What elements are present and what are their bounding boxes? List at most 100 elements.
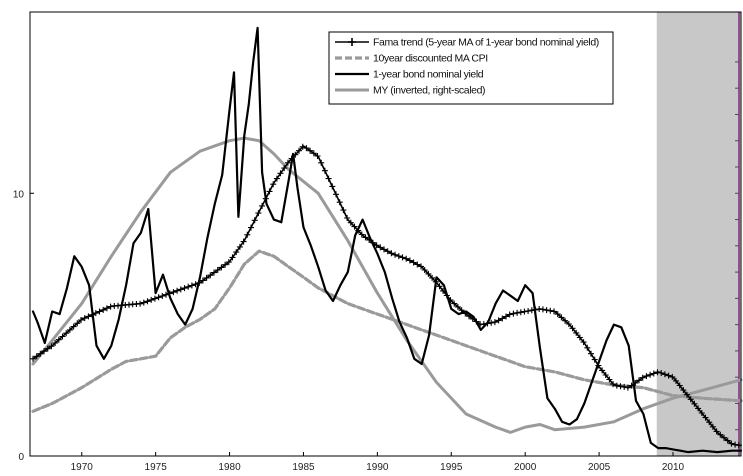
series-marker — [218, 264, 225, 271]
series-marker — [259, 202, 266, 209]
series-marker — [698, 410, 705, 416]
series-marker — [270, 181, 277, 188]
series-marker — [562, 317, 569, 324]
series-marker — [554, 311, 561, 318]
series-marker — [137, 300, 144, 307]
series-marker — [454, 303, 461, 310]
series-line-1 — [31, 249, 743, 413]
x-tick-label: 2000 — [514, 462, 537, 473]
series-marker — [728, 440, 735, 447]
series-marker — [151, 295, 158, 302]
series-marker — [706, 419, 713, 426]
series-marker — [573, 329, 580, 336]
series-marker — [639, 374, 646, 381]
series-marker — [288, 155, 295, 162]
y-tick-label: 10 — [13, 189, 25, 200]
series-marker — [55, 336, 62, 343]
series-marker — [381, 246, 387, 253]
series-marker — [591, 356, 598, 363]
y-tick-label: 0 — [18, 452, 24, 463]
series-marker — [281, 165, 288, 172]
series-marker — [314, 153, 321, 159]
legend-label-2: 1-year bond nominal yield — [373, 69, 484, 81]
series-marker — [565, 321, 572, 327]
series-marker — [588, 350, 594, 357]
series-marker — [244, 231, 251, 238]
series-marker — [458, 307, 465, 314]
series-marker — [148, 296, 155, 303]
series-marker — [732, 441, 739, 448]
series-marker — [599, 367, 606, 374]
series-marker — [528, 307, 535, 314]
series-marker — [159, 293, 166, 299]
series-marker — [329, 183, 336, 190]
series-marker — [66, 326, 73, 333]
series-marker — [399, 254, 406, 261]
series-marker — [543, 307, 550, 314]
series-marker — [517, 309, 524, 316]
series-marker — [521, 308, 528, 315]
series-marker — [144, 298, 151, 305]
series-marker — [59, 333, 66, 340]
series-marker — [484, 320, 491, 327]
series-marker — [676, 382, 683, 389]
series-marker — [366, 237, 373, 243]
series-marker — [621, 383, 628, 390]
series-marker — [547, 307, 554, 314]
x-tick-label: 2010 — [662, 462, 685, 473]
series-marker — [447, 297, 454, 304]
x-tick-label: 2005 — [588, 462, 611, 473]
series-marker — [695, 405, 702, 412]
series-marker — [684, 391, 690, 398]
series-marker — [673, 377, 679, 384]
series-marker — [388, 250, 395, 257]
series-line-3 — [31, 136, 743, 434]
series-marker — [532, 306, 539, 313]
series-marker — [48, 343, 55, 350]
x-tick-label: 1970 — [71, 462, 94, 473]
series-marker — [595, 362, 602, 369]
series-marker — [443, 292, 450, 299]
series-marker — [85, 313, 92, 320]
series-marker — [336, 199, 343, 206]
series-marker — [466, 313, 472, 320]
series-marker — [495, 317, 502, 324]
series-marker — [584, 344, 591, 351]
series-marker — [410, 259, 417, 266]
series-marker — [610, 381, 617, 388]
plot-area-frame — [29, 11, 742, 457]
series-marker — [539, 306, 546, 313]
series-marker — [414, 261, 421, 268]
series-marker — [266, 188, 273, 195]
series-marker — [273, 175, 280, 182]
series-marker — [310, 150, 317, 157]
series-marker — [647, 371, 654, 378]
series-marker — [344, 215, 351, 221]
series-marker — [395, 253, 402, 260]
series-marker — [451, 300, 458, 307]
series-marker — [680, 387, 687, 394]
series-marker — [469, 315, 476, 322]
series-marker — [669, 373, 676, 380]
series-marker — [236, 243, 243, 250]
series-marker — [251, 217, 258, 224]
series-marker — [41, 348, 47, 355]
series-marker — [709, 423, 716, 430]
series-marker — [406, 257, 413, 264]
series-marker — [347, 219, 354, 226]
series-marker — [325, 175, 332, 182]
series-marker — [78, 317, 84, 323]
legend-label-3: MY (inverted, right-scaled) — [373, 85, 485, 97]
series-marker — [92, 310, 99, 317]
series-marker — [499, 315, 506, 322]
series-marker — [377, 244, 384, 251]
series-marker — [262, 195, 269, 202]
series-marker — [196, 279, 203, 286]
series-marker — [70, 323, 77, 330]
series-marker — [628, 382, 635, 389]
series-marker — [177, 286, 184, 293]
series-marker — [432, 278, 439, 285]
series-marker — [351, 223, 358, 230]
series-marker — [613, 382, 620, 389]
